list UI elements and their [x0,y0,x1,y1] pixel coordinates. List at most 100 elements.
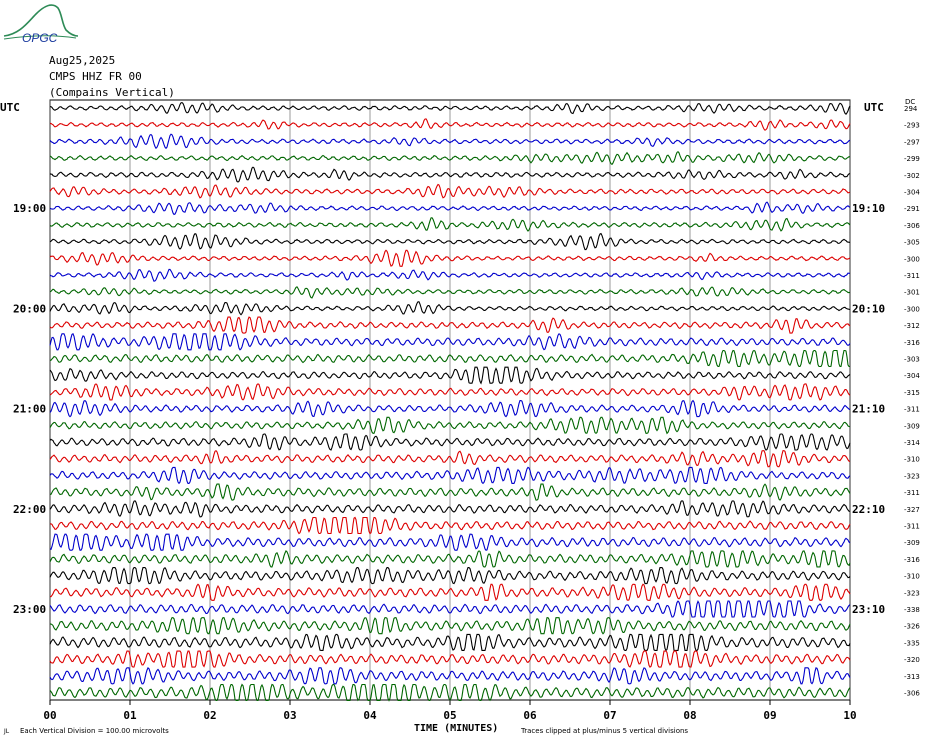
dc-offset-label: -306 [904,222,920,230]
seismic-trace [49,286,851,299]
seismic-trace [49,633,851,652]
dc-offset-label: -309 [904,422,920,430]
seismic-trace [49,449,851,468]
clip-note: Traces clipped at plus/minus 5 vertical … [521,727,689,735]
x-tick-label: 00 [43,709,56,722]
dc-offset-label: -301 [904,289,920,297]
seismic-trace [49,583,851,601]
seismic-trace [49,399,851,418]
dc-offset-label: -316 [904,556,920,564]
dc-offset-label: -311 [904,272,920,280]
seismic-trace [49,118,851,131]
seismic-trace [49,232,851,251]
dc-offset-label: -311 [904,523,920,531]
dc-offset-label: -315 [904,389,920,397]
seismic-trace [49,366,851,385]
x-tick-label: 06 [523,709,537,722]
opgc-logo: OPGC [3,4,79,45]
seismic-trace [49,516,851,535]
right-axis-title: UTC [864,101,884,114]
dc-offset-label: -305 [904,239,920,247]
dc-column-title: DC [905,98,915,106]
dc-offset-label: -304 [904,189,920,197]
dc-offset-label: 294 [904,105,918,113]
dc-offset-label: -316 [904,339,920,347]
seismic-trace [49,433,851,451]
right-time-label: 23:10 [852,603,885,616]
scale-note: Each Vertical Division = 100.00 microvol… [20,727,169,735]
seismic-trace [49,549,851,568]
seismic-trace [49,600,851,618]
dc-offset-label: -313 [904,673,920,681]
dc-offset-label: -303 [904,356,920,364]
dc-offset-label: -314 [904,439,920,447]
seismic-trace [49,533,851,551]
dc-offset-label: -312 [904,322,920,330]
x-tick-label: 01 [123,709,137,722]
seismic-trace [49,616,851,635]
seismic-trace [49,683,851,702]
seismic-trace [49,150,851,166]
x-tick-label: 02 [203,709,216,722]
dc-offset-label: -309 [904,539,920,547]
seismic-trace [49,483,851,501]
seismic-trace [49,416,851,435]
dc-offset-label: -338 [904,606,920,614]
x-tick-label: 04 [363,709,377,722]
seismic-trace [49,383,851,401]
seismic-trace [49,133,851,150]
dc-offset-label: -297 [904,138,920,146]
right-time-label: 20:10 [852,302,885,315]
seismic-trace [49,332,851,351]
dc-offset-label: -304 [904,372,920,380]
seismic-trace [49,667,851,685]
logo-text: OPGC [22,31,58,45]
x-tick-label: 05 [443,709,456,722]
dc-offset-label: -291 [904,205,920,213]
seismic-trace [49,183,851,199]
dc-offset-label: -326 [904,623,920,631]
left-time-label: 22:00 [13,503,46,516]
dc-offset-label: -311 [904,489,920,497]
dc-offset-label: -310 [904,573,920,581]
dc-offset-label: -306 [904,690,920,698]
x-tick-label: 03 [283,709,296,722]
seismic-trace [49,316,851,334]
seismic-trace [49,301,851,316]
location-label: (Compains Vertical) [49,86,175,99]
seismic-trace [49,650,851,668]
right-time-label: 21:10 [852,403,885,416]
dc-offset-label: -302 [904,172,920,180]
axis-labels: 00 01 02 03 04 05 06 07 08 09 10 294 -293 -297 -299 -30… [0,98,920,722]
dc-offset-label: -293 [904,122,920,130]
logo-swoosh [3,35,77,40]
dc-offset-label: -327 [904,506,920,514]
left-time-label: 19:00 [13,202,46,215]
seismic-trace [49,566,851,585]
x-tick-label: 07 [603,709,616,722]
seismic-trace [50,101,851,115]
left-time-label: 21:00 [13,403,46,416]
dc-offset-label: -320 [904,656,920,664]
x-tick-label: 10 [843,709,856,722]
dc-offset-label: -311 [904,406,920,414]
seismic-trace [49,268,851,282]
x-tick-label: 08 [683,709,696,722]
left-time-label: 20:00 [13,302,46,315]
seismic-trace [49,500,851,518]
left-time-label: 23:00 [13,603,46,616]
dc-offset-label: -300 [904,255,920,263]
logo-mountain-curve [3,4,79,37]
right-time-label: 22:10 [852,503,885,516]
dc-offset-label: -335 [904,639,920,647]
seismic-trace [49,249,851,267]
dc-offset-label: -323 [904,589,920,597]
station-label: CMPS HHZ FR 00 [49,70,142,83]
dc-offset-label: -299 [904,155,920,163]
date-label: Aug25,2025 [49,54,116,67]
x-tick-label: 09 [763,709,776,722]
seismic-trace [49,349,850,368]
seismic-trace [49,217,851,232]
seismic-traces [49,101,851,702]
